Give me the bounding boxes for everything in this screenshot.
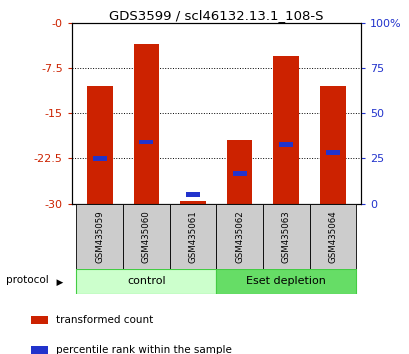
Bar — [76, 269, 216, 294]
Bar — [226, 140, 252, 204]
Bar — [169, 204, 216, 269]
Bar — [232, 171, 246, 176]
Text: Eset depletion: Eset depletion — [246, 276, 325, 286]
Bar — [76, 204, 123, 269]
Bar — [216, 269, 355, 294]
Bar — [309, 204, 355, 269]
Bar — [133, 44, 159, 204]
Bar — [123, 204, 169, 269]
Bar — [279, 142, 292, 147]
Text: protocol: protocol — [6, 275, 48, 285]
Bar — [180, 200, 205, 204]
Text: GSM435064: GSM435064 — [328, 210, 337, 263]
Bar — [216, 204, 262, 269]
Text: GSM435060: GSM435060 — [142, 210, 151, 263]
Text: GSM435061: GSM435061 — [188, 210, 197, 263]
Text: control: control — [127, 276, 165, 286]
Text: GSM435059: GSM435059 — [95, 210, 104, 263]
Bar — [262, 204, 309, 269]
Bar — [139, 140, 153, 144]
Text: GSM435063: GSM435063 — [281, 210, 290, 263]
Text: percentile rank within the sample: percentile rank within the sample — [56, 345, 231, 354]
Text: GSM435062: GSM435062 — [234, 210, 243, 263]
Bar — [31, 347, 48, 354]
Text: transformed count: transformed count — [56, 315, 153, 325]
Bar — [325, 150, 339, 154]
Title: GDS3599 / scl46132.13.1_108-S: GDS3599 / scl46132.13.1_108-S — [109, 9, 323, 22]
Bar — [92, 156, 106, 160]
Bar — [186, 193, 200, 196]
Bar — [31, 316, 48, 324]
Bar — [319, 86, 345, 204]
Bar — [87, 86, 112, 204]
Bar — [273, 56, 298, 204]
